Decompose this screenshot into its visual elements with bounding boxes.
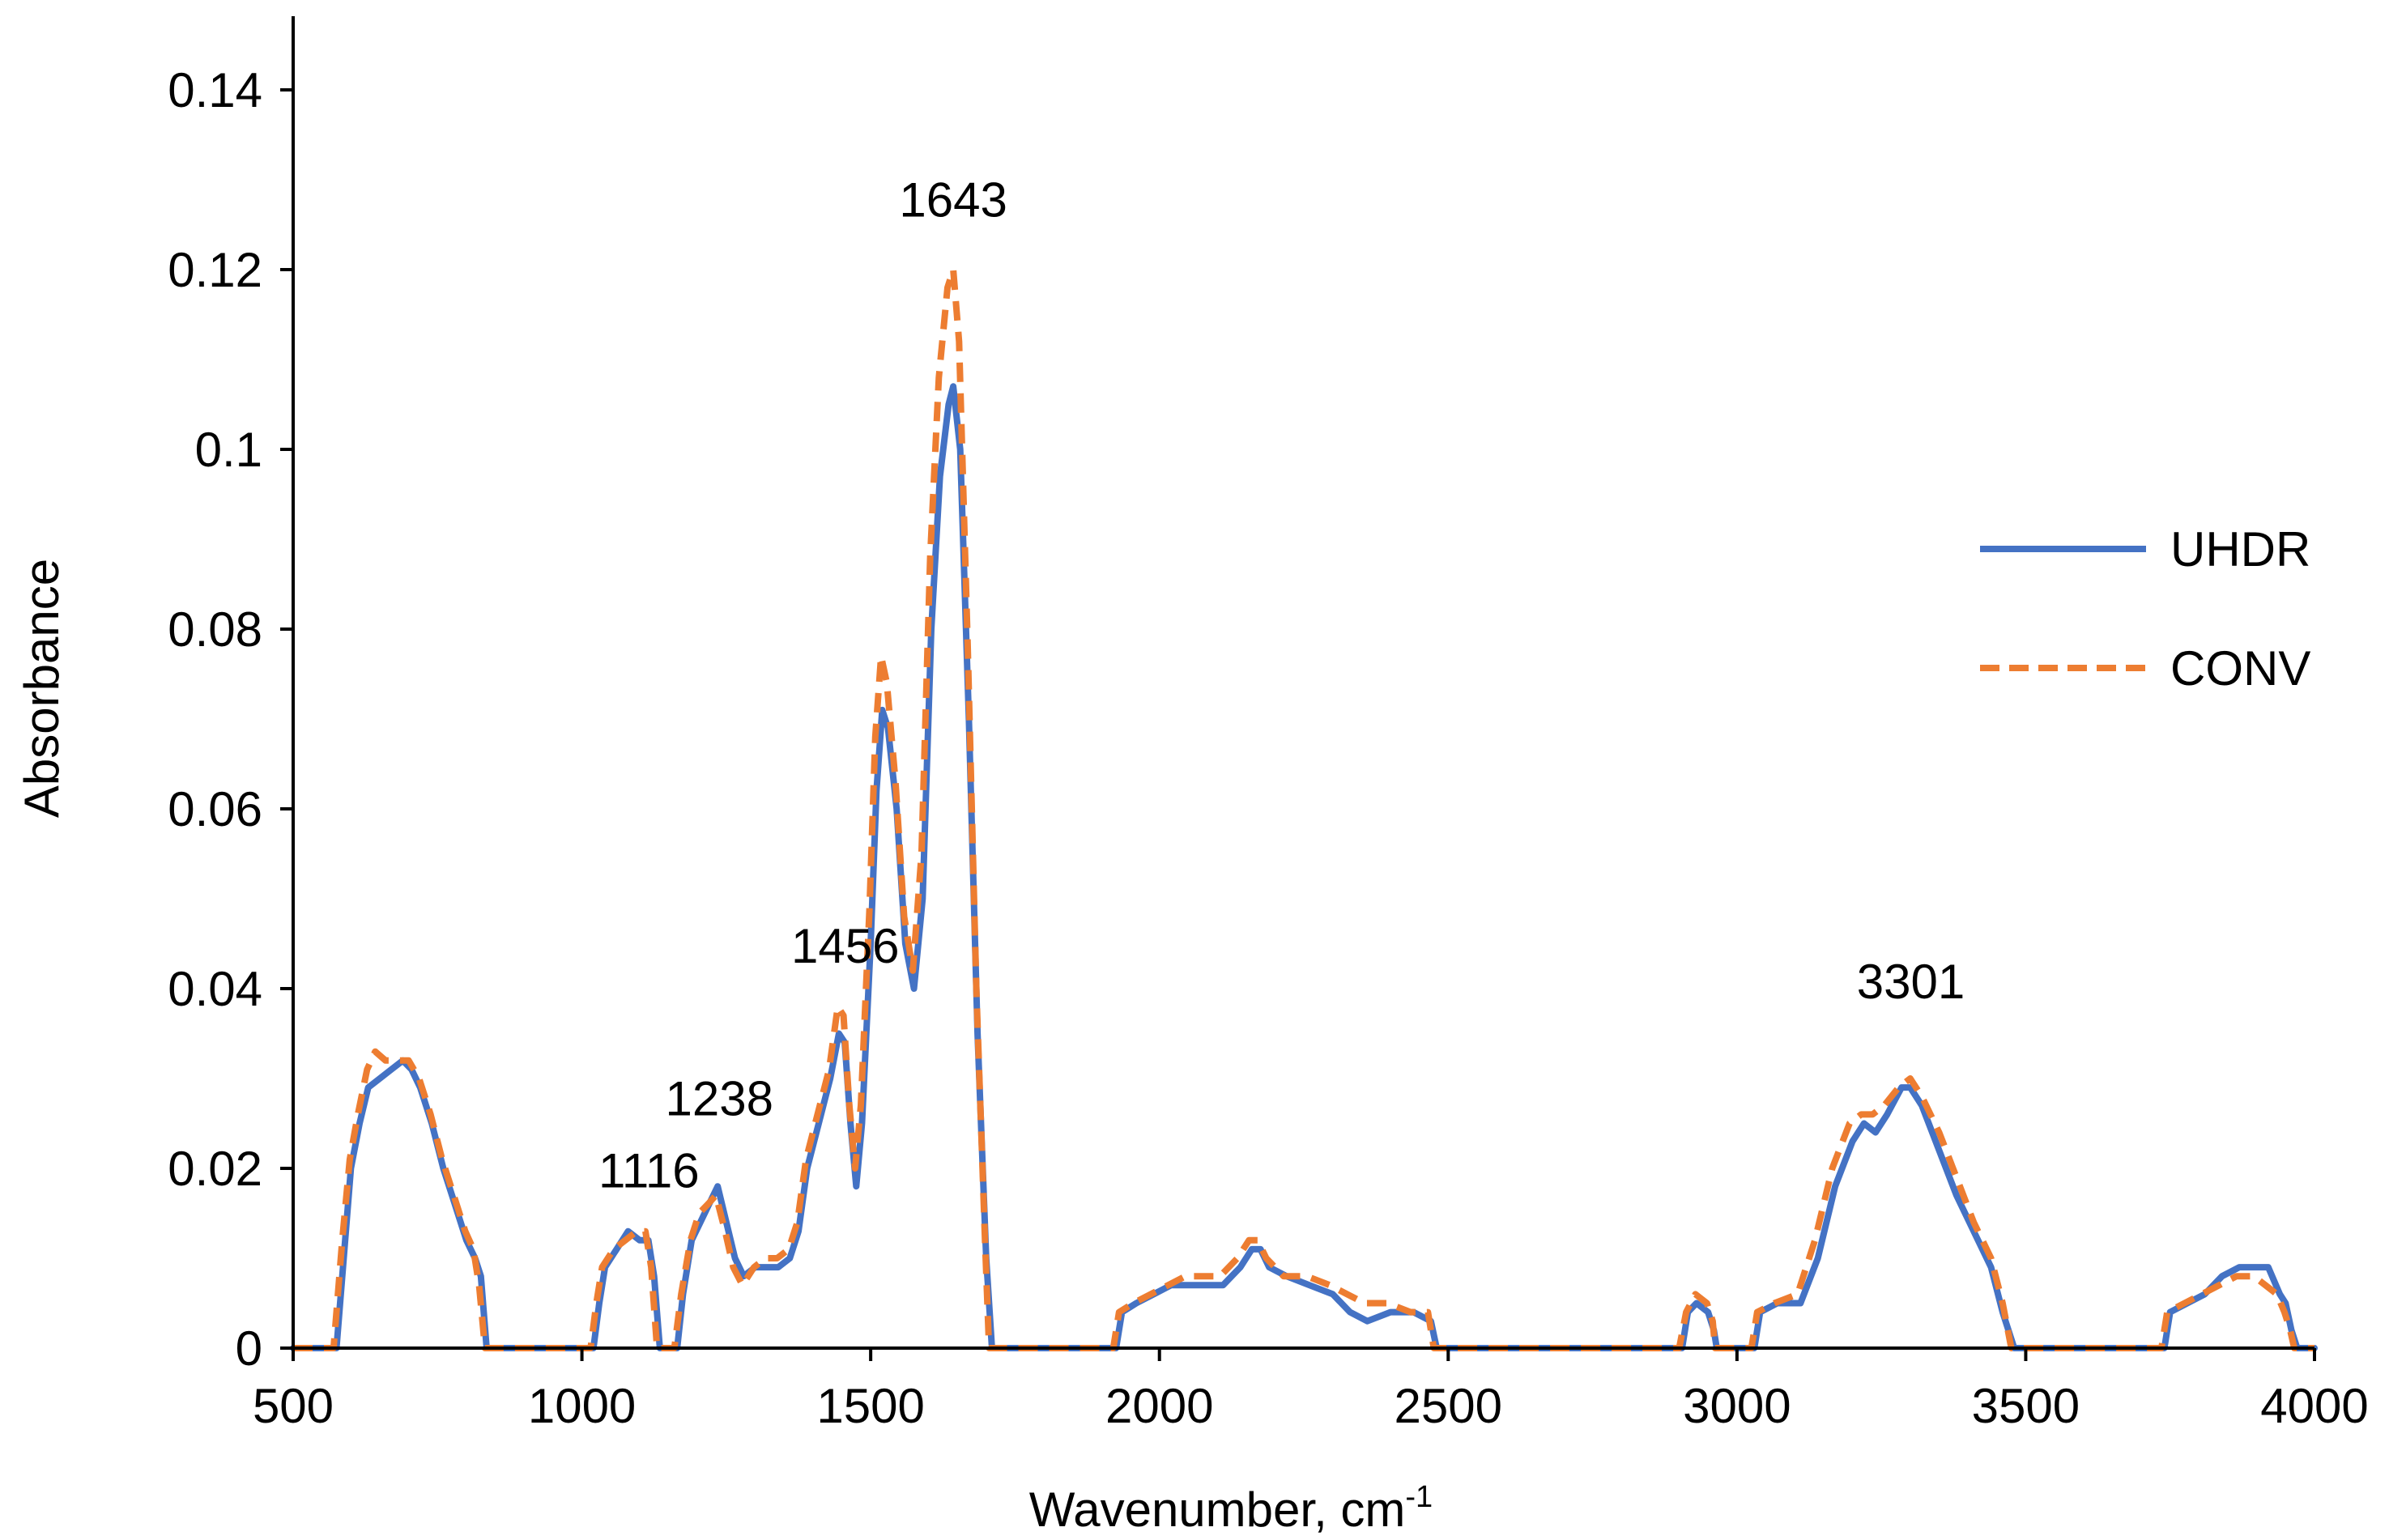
legend: UHDR CONV: [1980, 522, 2310, 696]
y-tick-label: 0.08: [168, 602, 262, 657]
x-tick-label: 3000: [1683, 1379, 1791, 1433]
labels-layer: 0 0.02 0.04 0.06 0.08 0.1 0.12 0.14 500 1000 1500 2…: [168, 63, 2369, 1433]
y-tick-label: 0.1: [195, 423, 262, 477]
x-axis-title: Wavenumber, cm-1: [1029, 1480, 1433, 1537]
peak-label: 1643: [899, 173, 1007, 228]
series-line-conv: [293, 266, 2314, 1351]
peak-label: 1238: [666, 1072, 773, 1126]
legend-label-conv: CONV: [2170, 641, 2310, 696]
peak-label: 3301: [1857, 955, 1965, 1009]
peak-label: 1456: [791, 919, 899, 973]
x-axis-title-text: Wavenumber, cm: [1029, 1483, 1406, 1537]
x-tick-label: 2000: [1105, 1379, 1213, 1433]
series-line-uhdr: [290, 383, 2318, 1351]
x-axis-title-superscript: -1: [1405, 1480, 1433, 1514]
x-tick-label: 500: [253, 1379, 334, 1433]
axes-layer: [280, 16, 2316, 1361]
x-tick-label: 2500: [1395, 1379, 1502, 1433]
x-tick-label: 1500: [816, 1379, 924, 1433]
y-tick-label: 0.14: [168, 63, 262, 117]
x-tick-label: 3500: [1972, 1379, 2080, 1433]
legend-label-uhdr: UHDR: [2170, 522, 2310, 576]
peak-label: 1116: [598, 1143, 700, 1198]
y-tick-label: 0.06: [168, 782, 262, 836]
y-axis-title: Absorbance: [15, 559, 69, 818]
y-tick-label: 0: [236, 1321, 262, 1376]
y-tick-label: 0.12: [168, 243, 262, 297]
y-tick-label: 0.04: [168, 962, 262, 1016]
x-tick-label: 4000: [2260, 1379, 2368, 1433]
y-tick-label: 0.02: [168, 1142, 262, 1196]
series-layer: [290, 266, 2318, 1351]
x-tick-label: 1000: [528, 1379, 636, 1433]
